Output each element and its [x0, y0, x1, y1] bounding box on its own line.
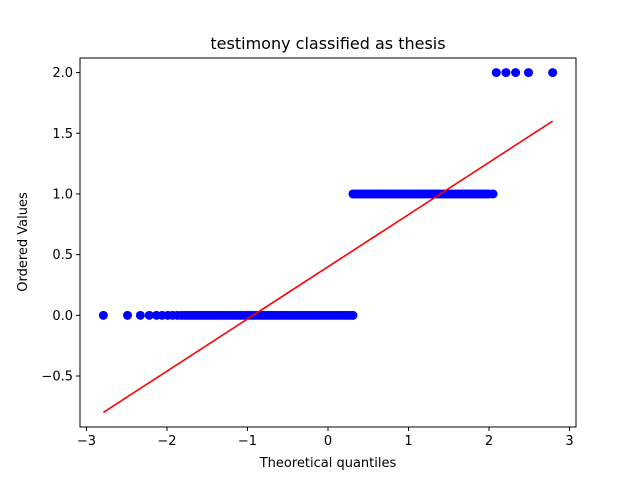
data-point: [123, 310, 133, 320]
data-point: [491, 68, 501, 78]
fit-line: [102, 120, 554, 414]
data-point: [511, 68, 521, 78]
data-point: [484, 189, 494, 199]
x-tick-label: −2: [157, 434, 176, 449]
x-axis-ticks: −3 −2 −1 0 1 2 3: [77, 427, 574, 449]
fit-line-layer: [102, 120, 554, 414]
data-point: [548, 68, 558, 78]
y-tick-label: 0.5: [52, 248, 73, 263]
x-tick-label: −3: [77, 434, 96, 449]
plot-frame: [79, 57, 577, 428]
y-tick-label: 2.0: [52, 66, 73, 81]
x-tick-label: 0: [324, 434, 332, 449]
y-tick-label: 1.5: [52, 127, 73, 142]
x-tick-label: 1: [404, 434, 412, 449]
data-point: [348, 310, 358, 320]
chart-title: testimony classified as thesis: [210, 34, 445, 53]
y-axis-ticks: −0.5 0.0 0.5 1.0 1.5 2.0: [41, 66, 80, 385]
y-tick-label: 1.0: [52, 187, 73, 202]
data-point: [98, 310, 108, 320]
x-tick-label: 3: [565, 434, 573, 449]
data-point: [135, 310, 145, 320]
data-point: [523, 68, 533, 78]
x-tick-label: 2: [485, 434, 493, 449]
data-point: [144, 310, 154, 320]
y-tick-label: −0.5: [41, 370, 73, 385]
y-tick-label: 0.0: [52, 309, 73, 324]
data-point: [501, 68, 511, 78]
points-layer: [98, 68, 558, 320]
x-tick-label: −1: [238, 434, 257, 449]
y-axis-label: Ordered Values: [16, 192, 31, 292]
x-axis-label: Theoretical quantiles: [259, 456, 397, 471]
